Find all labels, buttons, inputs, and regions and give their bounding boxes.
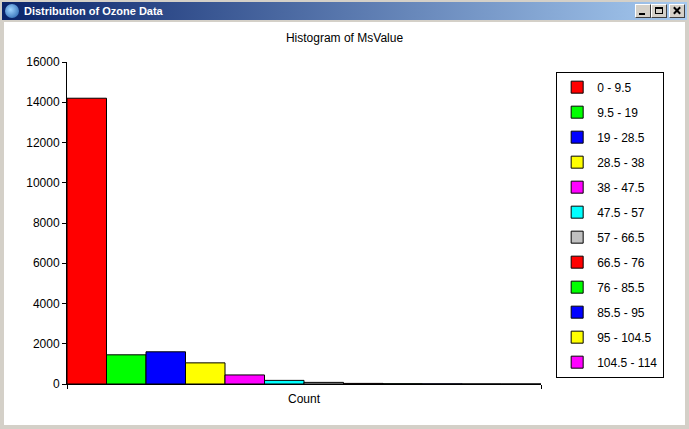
svg-text:14000: 14000 xyxy=(26,95,60,109)
svg-text:57 - 66.5: 57 - 66.5 xyxy=(597,231,645,245)
svg-text:12000: 12000 xyxy=(26,136,60,150)
svg-text:66.5 - 76: 66.5 - 76 xyxy=(597,256,645,270)
svg-text:95 - 104.5: 95 - 104.5 xyxy=(597,331,651,345)
svg-text:28.5 - 38: 28.5 - 38 xyxy=(597,156,645,170)
svg-text:47.5 - 57: 47.5 - 57 xyxy=(597,206,645,220)
svg-text:85.5 - 95: 85.5 - 95 xyxy=(597,306,645,320)
svg-text:0: 0 xyxy=(53,377,60,391)
svg-text:0 - 9.5: 0 - 9.5 xyxy=(597,81,631,95)
svg-text:2000: 2000 xyxy=(33,337,60,351)
svg-text:104.5 - 114: 104.5 - 114 xyxy=(597,356,657,370)
svg-text:9.5 - 19: 9.5 - 19 xyxy=(597,106,638,120)
html-text:Distribution of Ozone Data: Distribution of Ozone Data xyxy=(24,5,163,17)
svg-text:38 - 47.5: 38 - 47.5 xyxy=(597,181,645,195)
svg-text:76 - 85.5: 76 - 85.5 xyxy=(597,281,645,295)
svg-text:Count: Count xyxy=(288,392,321,406)
svg-text:19 - 28.5: 19 - 28.5 xyxy=(597,131,645,145)
svg-text:Histogram of MsValue: Histogram of MsValue xyxy=(286,31,403,45)
svg-text:4000: 4000 xyxy=(33,297,60,311)
svg-text:8000: 8000 xyxy=(33,216,60,230)
svg-text:6000: 6000 xyxy=(33,256,60,270)
svg-text:10000: 10000 xyxy=(26,176,60,190)
svg-text:16000: 16000 xyxy=(26,55,60,69)
